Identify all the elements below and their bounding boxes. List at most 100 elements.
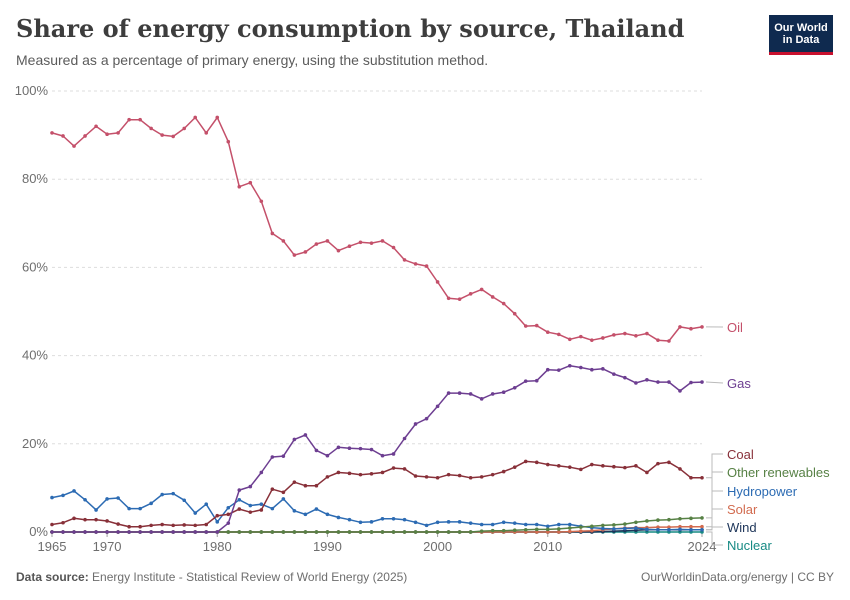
data-point-hydropower xyxy=(700,527,704,532)
y-tick-label: 0% xyxy=(29,524,48,539)
data-point-oil xyxy=(380,239,385,243)
data-point-other-renewables xyxy=(336,530,341,534)
data-point-hydropower xyxy=(358,520,363,525)
logo-line-1: Our World xyxy=(774,21,828,34)
data-point-coal xyxy=(72,516,76,521)
data-point-oil xyxy=(700,325,704,329)
data-point-coal xyxy=(523,459,528,464)
data-point-other-renewables xyxy=(556,527,561,531)
data-point-gas xyxy=(523,379,528,383)
data-point-gas xyxy=(314,448,319,453)
data-point-other-renewables xyxy=(623,522,627,526)
data-point-gas xyxy=(336,445,341,450)
data-point-solar xyxy=(567,529,572,534)
data-point-gas xyxy=(358,446,363,451)
owid-logo[interactable]: Our World in Data xyxy=(769,15,833,55)
data-point-hydropower xyxy=(523,522,528,527)
site-link[interactable]: OurWorldinData.org/energy | CC BY xyxy=(641,570,834,584)
data-point-gas xyxy=(127,530,131,534)
chart-title: Share of energy consumption by source, T… xyxy=(16,14,685,43)
data-point-other-renewables xyxy=(380,530,385,534)
data-point-gas xyxy=(545,367,550,372)
data-point-hydropower xyxy=(248,503,253,508)
data-point-hydropower xyxy=(413,520,418,525)
data-point-coal xyxy=(347,471,352,476)
data-point-coal xyxy=(645,470,649,475)
data-point-solar xyxy=(545,530,550,534)
data-point-hydropower xyxy=(601,526,605,531)
data-point-oil xyxy=(72,144,76,148)
x-tick-label: 1980 xyxy=(203,539,232,554)
data-point-coal xyxy=(325,475,330,479)
data-point-other-renewables xyxy=(358,530,363,534)
data-point-oil xyxy=(601,336,605,340)
label-leader-nuclear xyxy=(706,531,723,546)
data-point-hydropower xyxy=(72,489,76,493)
data-point-hydropower xyxy=(127,506,131,511)
source-text[interactable]: Energy Institute - Statistical Review of… xyxy=(92,570,408,584)
data-point-hydropower xyxy=(226,505,231,510)
data-point-gas xyxy=(369,447,374,452)
data-point-hydropower xyxy=(270,506,275,511)
y-tick-label: 20% xyxy=(22,436,48,451)
series-label-hydropower: Hydropower xyxy=(727,484,798,499)
series-oil xyxy=(50,115,704,343)
data-point-hydropower xyxy=(424,523,429,528)
data-point-other-renewables xyxy=(446,530,451,534)
data-point-coal xyxy=(281,490,286,495)
data-point-oil xyxy=(689,326,693,331)
data-point-other-renewables xyxy=(479,529,484,533)
data-point-oil xyxy=(182,126,187,131)
data-point-gas xyxy=(534,378,539,383)
data-point-hydropower xyxy=(182,498,187,503)
data-point-other-renewables xyxy=(347,530,352,534)
x-tick-label: 2010 xyxy=(533,539,562,554)
data-point-gas xyxy=(193,530,198,534)
data-point-hydropower xyxy=(138,506,142,511)
x-tick-label: 1965 xyxy=(38,539,67,554)
data-point-hydropower xyxy=(534,522,539,527)
data-point-solar xyxy=(590,528,594,533)
data-point-gas xyxy=(204,530,209,534)
data-point-oil xyxy=(138,117,142,122)
data-point-gas xyxy=(567,363,572,368)
data-point-coal xyxy=(369,471,374,476)
data-point-oil xyxy=(325,239,330,243)
data-point-other-renewables xyxy=(512,528,517,533)
data-point-gas xyxy=(50,530,54,534)
data-point-coal xyxy=(457,473,462,478)
data-point-hydropower xyxy=(83,498,87,502)
data-point-oil xyxy=(556,332,561,337)
data-point-hydropower xyxy=(634,526,638,530)
label-leader-solar xyxy=(706,508,723,528)
data-point-coal xyxy=(94,517,98,522)
data-point-coal xyxy=(667,460,671,465)
data-point-oil xyxy=(314,242,319,246)
series-line-coal xyxy=(51,460,702,528)
data-point-hydropower xyxy=(612,527,616,531)
data-point-oil xyxy=(424,264,429,268)
data-point-coal xyxy=(579,467,583,472)
data-point-oil xyxy=(678,325,682,329)
data-point-gas xyxy=(645,378,649,382)
data-point-hydropower xyxy=(645,527,649,532)
data-point-oil xyxy=(171,134,175,139)
data-point-other-renewables xyxy=(490,528,495,533)
data-point-coal xyxy=(105,519,109,523)
data-point-other-renewables xyxy=(656,518,660,522)
data-point-oil xyxy=(590,338,594,342)
data-point-hydropower xyxy=(678,527,682,532)
data-point-hydropower xyxy=(204,502,209,507)
data-point-coal xyxy=(612,464,616,469)
data-point-other-renewables xyxy=(634,520,638,525)
data-point-oil xyxy=(523,324,528,328)
data-point-other-renewables xyxy=(413,530,418,534)
data-point-gas xyxy=(72,530,76,534)
data-point-oil xyxy=(479,287,484,292)
chart-subtitle: Measured as a percentage of primary ener… xyxy=(16,52,489,68)
data-point-hydropower xyxy=(325,512,330,517)
series-hydropower xyxy=(50,489,704,532)
data-point-coal xyxy=(512,465,517,469)
data-point-solar xyxy=(534,530,539,534)
data-point-hydropower xyxy=(292,509,297,513)
